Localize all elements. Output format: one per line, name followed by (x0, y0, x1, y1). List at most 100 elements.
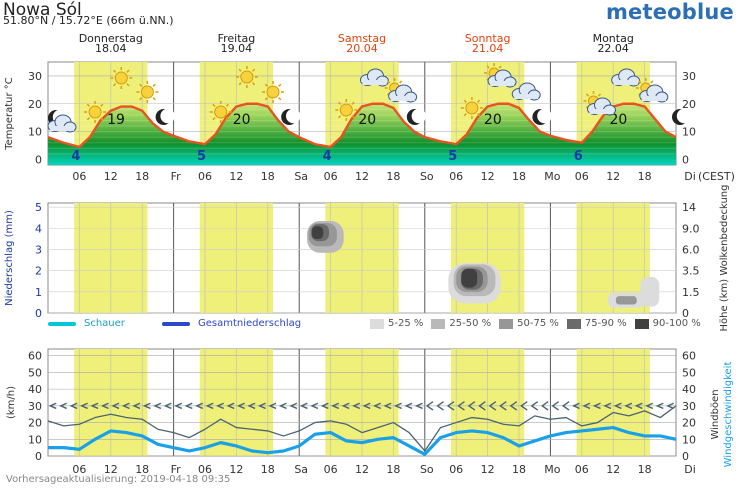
wind-tick-right: 60 (682, 350, 696, 363)
daily-max-temp: 19 (107, 112, 125, 128)
x-hour-label: 18 (261, 463, 275, 476)
x-hour-label: 06 (72, 463, 86, 476)
legend-cloud-label-0: 5-25 % (388, 318, 424, 329)
wind-direction-arrow (393, 402, 402, 410)
x-day-label: Di (684, 463, 696, 476)
temp-tick-left: 0 (35, 153, 42, 166)
daily-max-temp: 20 (233, 112, 251, 128)
wind-direction-arrow (655, 402, 664, 410)
x-hour-label: 06 (324, 170, 338, 183)
precip-tick-left: 5 (35, 201, 42, 214)
legend-shower-swatch (48, 321, 76, 326)
day-date: 22.04 (597, 42, 629, 55)
wind-direction-arrow (320, 402, 329, 410)
sun-ray (351, 115, 355, 119)
sun-ray (100, 103, 104, 107)
timezone-label: (CEST) (698, 170, 735, 183)
wind-direction-arrow (499, 401, 507, 411)
wind-direction-arrow (624, 402, 633, 410)
temp-tick-left: 10 (28, 126, 42, 139)
sun-ray (463, 99, 467, 103)
brand-logo[interactable]: meteoblue (605, 0, 734, 24)
temp-tick-right: 10 (682, 126, 696, 139)
sun-ray (100, 117, 104, 121)
moon-shadow (411, 108, 426, 124)
wind-direction-arrow (666, 402, 675, 410)
x-hour-label: 06 (449, 170, 463, 183)
temp-tick-left: 30 (28, 70, 42, 83)
x-day-label: So (420, 170, 434, 183)
daily-max-temp: 20 (358, 112, 376, 128)
sun-ray (476, 113, 481, 117)
x-hour-label: 12 (481, 463, 495, 476)
precip-axis-label: Niederschlag (mm) (4, 210, 15, 306)
sun-ray (351, 101, 355, 105)
wind-tick-left: 50 (28, 366, 42, 379)
x-hour-label: 12 (104, 170, 118, 183)
wind-tick-right: 40 (682, 383, 696, 396)
moon-shadow (537, 108, 552, 124)
wind-direction-arrow (457, 401, 465, 411)
location-coordinates: 51.80°N / 15.72°E (66m ü.NN.) (3, 14, 174, 27)
wind-direction-arrow (195, 402, 204, 410)
daily-min-temp: 4 (71, 149, 80, 164)
wind-direction-arrow (520, 401, 528, 411)
legend-cloud-swatch-1 (431, 318, 446, 329)
sun-disc (88, 105, 102, 119)
wind-direction-arrow (299, 402, 308, 410)
sun-ray (498, 65, 502, 69)
wind-direction-arrow (372, 402, 381, 410)
sun-ray (278, 97, 282, 101)
legend-shower: Schauer (48, 318, 125, 329)
precip-tick-left: 4 (35, 222, 42, 235)
sun-ray (650, 80, 654, 84)
sun-ray (212, 117, 216, 121)
sun-ray (337, 101, 342, 105)
legend-total-precip: Gesamtniederschlag (162, 318, 301, 329)
sun-disc (465, 101, 479, 115)
legend-cloud-label-3: 75-90 % (584, 318, 627, 329)
wind-direction-arrow (142, 402, 151, 410)
wind-direction-arrow (582, 402, 591, 410)
cloud-icon (487, 69, 517, 88)
wind-direction-arrow (205, 402, 214, 410)
day-name: Montag (593, 32, 634, 45)
x-hour-label: 18 (638, 463, 652, 476)
moon-icon (406, 108, 426, 125)
daily-max-temp: 20 (610, 112, 628, 128)
wind-direction-arrow (540, 401, 549, 411)
cloud-base (589, 109, 614, 114)
sun-icon (235, 66, 258, 88)
precip-tick-left: 1 (35, 286, 42, 299)
legend-cloud-cover: 5-25 % 25-50 % 50-75 % 75-90 % 90-100 % (370, 318, 701, 329)
wind-direction-arrow (79, 402, 88, 410)
daily-min-temp: 6 (574, 149, 583, 164)
wind-speed-line (48, 425, 677, 456)
sun-ray (264, 83, 268, 87)
x-hour-label: 18 (512, 463, 526, 476)
wind-direction-arrow (446, 401, 455, 411)
x-day-label: Mo (544, 463, 560, 476)
sun-icon (460, 97, 483, 119)
wind-direction-arrow (174, 402, 183, 410)
wind-tick-left: 0 (35, 450, 42, 463)
moon-icon (281, 108, 301, 125)
sun-disc (266, 85, 280, 99)
x-hour-label: 06 (198, 170, 212, 183)
cloud-height-tick: 1.5 (682, 286, 700, 299)
wind-tick-left: 40 (28, 383, 42, 396)
wind-axis-label: (km/h) (6, 386, 17, 419)
sun-ray (126, 83, 130, 87)
legend-total-precip-swatch (162, 321, 190, 326)
wind-direction-arrow (414, 402, 423, 410)
cloud-cover-blob (640, 277, 660, 307)
cloud-height-tick: 3.5 (682, 265, 700, 278)
moon-icon (155, 108, 175, 125)
sun-disc (114, 71, 128, 85)
sun-ray (112, 83, 117, 87)
legend-cloud-swatch-0 (370, 318, 384, 329)
x-hour-label: 06 (72, 170, 86, 183)
cloud-icon (511, 82, 541, 101)
legend-shower-label: Schauer (84, 318, 125, 329)
